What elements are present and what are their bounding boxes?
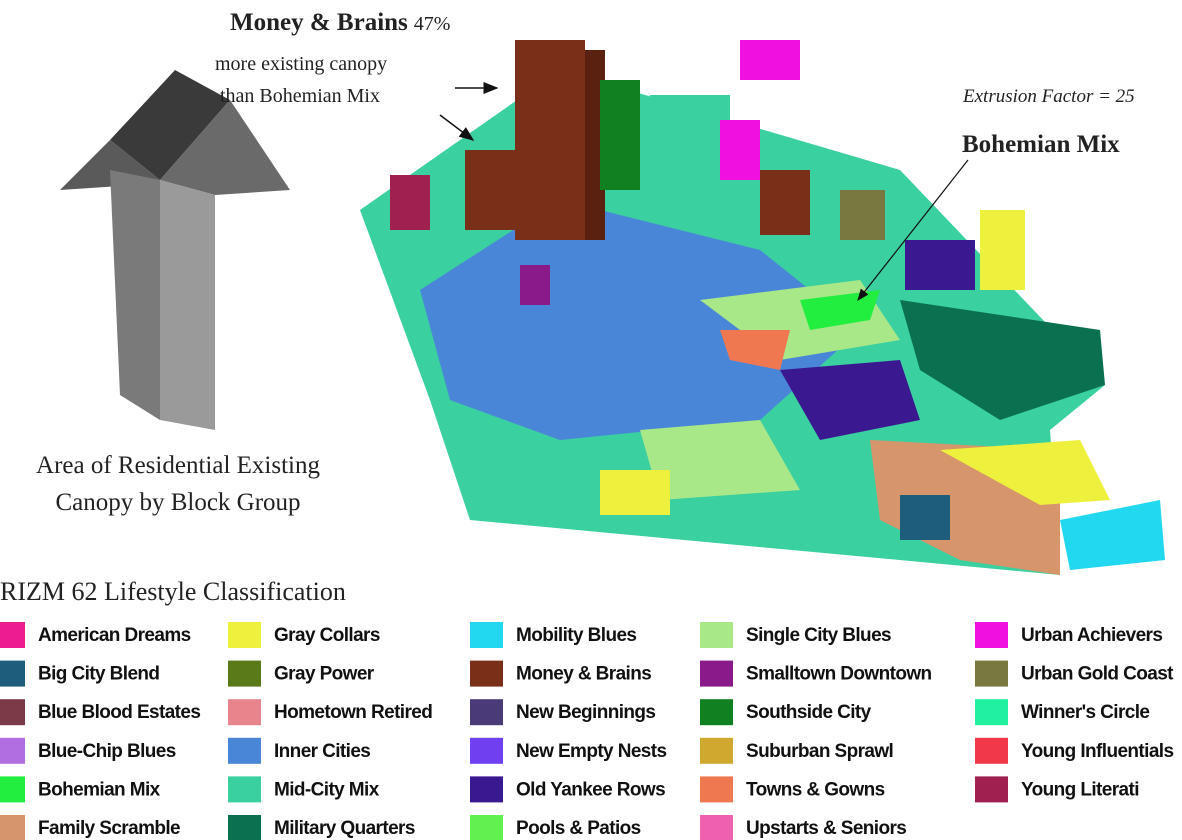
- extruded-map: [360, 40, 1165, 575]
- legend-label: Smalltown Downtown: [746, 664, 932, 685]
- legend-label: Blue Blood Estates: [38, 702, 200, 723]
- legend-label: Urban Achievers: [1021, 625, 1162, 646]
- legend-label: Gray Collars: [274, 625, 380, 646]
- bohemian-label: Bohemian Mix: [962, 131, 1120, 158]
- legend-swatch: [228, 738, 261, 764]
- legend-label: Pools & Patios: [516, 818, 641, 839]
- extrusion-arrow: [60, 70, 290, 430]
- legend-label: Inner Cities: [274, 741, 370, 762]
- legend-label: Bohemian Mix: [38, 779, 161, 800]
- legend-label: New Empty Nests: [516, 741, 666, 762]
- legend-label: Upstarts & Seniors: [746, 818, 906, 839]
- legend-label: Big City Blend: [38, 664, 159, 685]
- legend-label: Blue-Chip Blues: [38, 741, 176, 762]
- legend-swatch: [0, 738, 25, 764]
- legend-swatch: [975, 699, 1008, 725]
- legend-swatch: [470, 776, 503, 802]
- annotation: Money & Brains 47%: [230, 9, 450, 36]
- legend-swatch: [0, 622, 25, 648]
- legend-swatch: [228, 699, 261, 725]
- legend-swatch: [700, 738, 733, 764]
- annotation-title: Money & Brains: [230, 9, 408, 36]
- legend-swatch: [700, 661, 733, 687]
- extrusion-label: Extrusion Factor = 25: [962, 86, 1135, 107]
- annotation-text: than Bohemian Mix: [220, 85, 380, 107]
- legend-swatch: [700, 622, 733, 648]
- legend-label: New Beginnings: [516, 702, 655, 723]
- legend-swatch: [470, 661, 503, 687]
- legend-label: Mobility Blues: [516, 625, 636, 646]
- legend-swatch: [470, 815, 503, 840]
- annotation-text: more existing canopy: [215, 53, 387, 75]
- legend-label: Southside City: [746, 702, 872, 723]
- legend-label: Money & Brains: [516, 664, 651, 685]
- legend-label: Young Influentials: [1021, 741, 1173, 762]
- legend-label: Gray Power: [274, 664, 375, 685]
- legend-swatch: [700, 815, 733, 840]
- caption: Canopy by Block Group: [55, 489, 300, 516]
- legend-swatch: [975, 776, 1008, 802]
- legend-label: Single City Blues: [746, 625, 891, 646]
- legend-label: Suburban Sprawl: [746, 741, 893, 762]
- legend-label: American Dreams: [38, 625, 191, 646]
- annotation-percent: 47%: [414, 13, 451, 35]
- legend-swatch: [700, 699, 733, 725]
- legend-label: Young Literati: [1021, 779, 1139, 800]
- legend-label: Military Quarters: [274, 818, 415, 839]
- legend-label: Urban Gold Coast: [1021, 664, 1174, 685]
- legend-label: Mid-City Mix: [274, 779, 380, 800]
- legend-swatch: [975, 738, 1008, 764]
- legend-swatch: [470, 738, 503, 764]
- legend-swatch: [228, 661, 261, 687]
- legend-swatch: [0, 776, 25, 802]
- pointer-arrow: [440, 115, 473, 140]
- legend-swatch: [470, 622, 503, 648]
- legend-swatch: [470, 699, 503, 725]
- caption: Area of Residential Existing: [36, 452, 320, 479]
- legend: American Dreams Big City Blend Blue Blood …: [0, 622, 1174, 840]
- legend-label: Winner's Circle: [1021, 702, 1149, 723]
- legend-title: RIZM 62 Lifestyle Classification: [0, 577, 346, 606]
- legend-swatch: [0, 699, 25, 725]
- map-page: Money & Brains 47% more existing canopy t…: [0, 0, 1182, 840]
- legend-swatch: [700, 776, 733, 802]
- legend-swatch: [0, 815, 25, 840]
- legend-swatch: [228, 815, 261, 840]
- legend-swatch: [228, 622, 261, 648]
- legend-swatch: [975, 661, 1008, 687]
- legend-label: Old Yankee Rows: [516, 779, 665, 800]
- legend-swatch: [0, 661, 25, 687]
- legend-label: Family Scramble: [38, 818, 180, 839]
- legend-swatch: [975, 622, 1008, 648]
- legend-swatch: [228, 776, 261, 802]
- legend-label: Towns & Gowns: [746, 779, 885, 800]
- legend-label: Hometown Retired: [274, 702, 432, 723]
